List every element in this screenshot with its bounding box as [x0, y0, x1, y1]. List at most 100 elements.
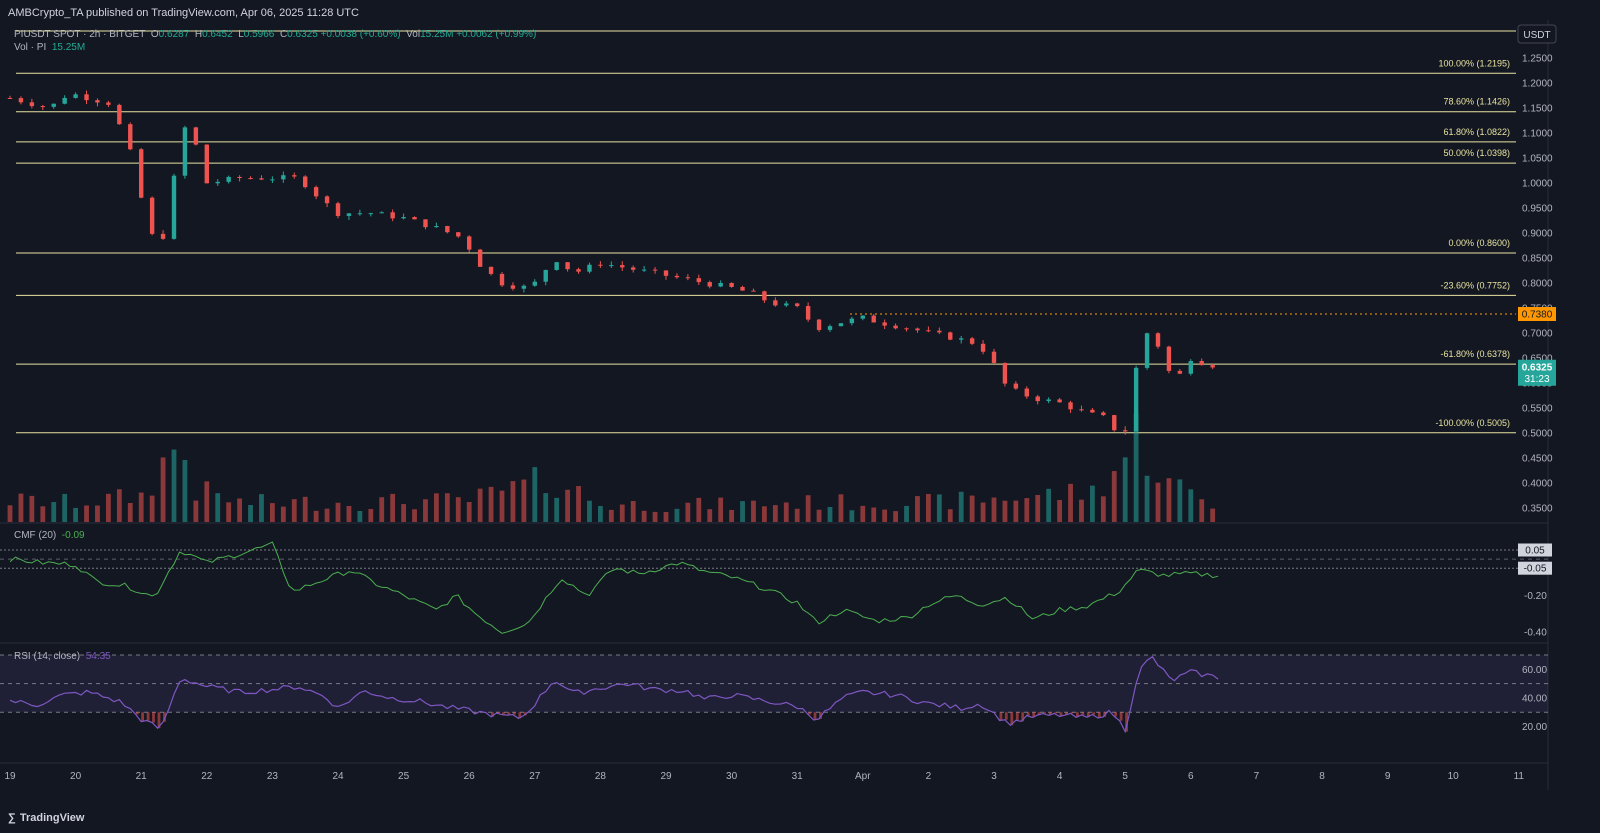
- price-tick-label: 1.1000: [1522, 129, 1553, 140]
- volume-bar: [248, 504, 253, 522]
- volume-bar: [466, 502, 472, 522]
- rsi-tick-label: 20.00: [1522, 722, 1547, 733]
- candle-body: [762, 291, 767, 301]
- candle-body: [980, 343, 986, 352]
- volume-bar: [1057, 500, 1062, 522]
- cmf-level-tag: -0.05: [1524, 564, 1547, 575]
- volume-bar: [729, 509, 734, 522]
- candle-countdown: 31:23: [1524, 374, 1549, 385]
- volume-bar: [674, 508, 680, 522]
- time-tick-label: 7: [1254, 771, 1260, 782]
- candle-body: [1210, 365, 1215, 368]
- vol-pi-value: 15.25M: [51, 42, 86, 53]
- volume-bar: [980, 502, 986, 522]
- time-tick-label: 10: [1448, 771, 1460, 782]
- candle-body: [357, 213, 363, 215]
- volume-bar: [455, 497, 461, 522]
- vol-label: Vol: [406, 29, 421, 40]
- rsi-line: [9, 655, 1219, 734]
- time-tick-label: 6: [1188, 771, 1194, 782]
- candle-body: [193, 127, 199, 145]
- marked-level-tag-box: [1518, 307, 1556, 321]
- publish-caption: AMBCrypto_TA published on TradingView.co…: [8, 7, 359, 19]
- close-label: C: [279, 29, 288, 40]
- volume-bar: [1046, 488, 1052, 522]
- candle-body: [718, 282, 723, 287]
- volume-bar: [368, 508, 374, 522]
- rsi-label: RSI (14, close): [14, 651, 81, 662]
- price-axis-group: 1.2500 1.2000 1.1500 1.1000 1.0500 1.0000 0.95…: [1522, 54, 1553, 734]
- volume-bar: [751, 500, 756, 522]
- cmf-line: [9, 541, 1219, 634]
- cmf-group: [0, 541, 1548, 634]
- candle-body: [335, 203, 341, 216]
- volume-bar: [106, 493, 111, 522]
- candle-body: [1057, 399, 1062, 403]
- price-tick-label: 1.0500: [1522, 154, 1553, 165]
- candle-body: [467, 236, 472, 250]
- cmf-level-tag-box: [1518, 543, 1552, 557]
- candle-body: [674, 275, 680, 278]
- candle-body: [401, 217, 406, 219]
- volume-bar: [510, 481, 516, 522]
- time-tick-label: 9: [1385, 771, 1391, 782]
- rsi-value: 54.35: [85, 651, 111, 662]
- volume-bar: [379, 497, 385, 522]
- volume-bar: [1068, 483, 1073, 522]
- time-axis-group: 19 20 21 22 23 24 25 26 27 28 29 30 31 Apr 2 3 4 5 6 7 8 9 10 1…: [4, 771, 1524, 782]
- candle-body: [7, 98, 13, 99]
- volume-bar: [882, 509, 888, 522]
- candle-body: [587, 264, 592, 272]
- candle-body: [488, 266, 494, 274]
- fib-level-label: 0.00% (0.8600): [1448, 238, 1510, 248]
- volume-bar: [576, 486, 581, 522]
- volume-bar: [565, 489, 570, 522]
- volume-bar: [149, 495, 155, 522]
- volume-bar: [215, 493, 221, 522]
- cmf-level-tag: 0.05: [1525, 546, 1545, 557]
- volume-bar: [608, 509, 614, 522]
- volume-bar: [663, 511, 669, 522]
- volume-bar: [160, 457, 166, 522]
- volume-bar: [598, 505, 603, 522]
- fib-level-label: 61.80% (1.0822): [1443, 127, 1510, 137]
- cmf-level-tag-box: [1518, 561, 1552, 575]
- tradingview-logo[interactable]: ∑ TradingView: [8, 812, 84, 824]
- volume-bar: [237, 498, 242, 522]
- price-tick-label: 1.0000: [1522, 179, 1553, 190]
- candle-body: [477, 249, 483, 267]
- candle-body: [598, 264, 603, 266]
- candle-body: [423, 219, 428, 228]
- volume-bar: [991, 497, 997, 522]
- candle-body: [1112, 415, 1117, 431]
- time-tick-label: 20: [70, 771, 82, 782]
- time-tick-label: 23: [267, 771, 279, 782]
- volume-bar: [685, 502, 691, 522]
- candle-body: [915, 328, 920, 331]
- last-price-tag-box: [1518, 359, 1556, 386]
- candles-group: [7, 90, 1215, 435]
- volume-bar: [291, 499, 297, 522]
- candle-body: [816, 319, 822, 330]
- volume-bar: [357, 510, 363, 522]
- candle-body: [1133, 367, 1139, 432]
- candle-body: [532, 281, 537, 286]
- time-tick-label: 30: [726, 771, 738, 782]
- volume-bar: [7, 505, 13, 522]
- candle-body: [784, 303, 789, 306]
- candle-body: [751, 290, 756, 292]
- candle-body: [565, 262, 570, 270]
- time-tick-label: 28: [595, 771, 607, 782]
- candle-body: [609, 265, 614, 267]
- fib-levels-group: 100.00% (1.2195) 78.60% (1.1426) 61.80% (1…: [16, 30, 1516, 434]
- volume-bar: [1133, 413, 1139, 522]
- cmf-value: -0.09: [61, 530, 85, 541]
- volume-bar: [532, 467, 538, 522]
- candle-body: [434, 226, 439, 228]
- candle-body: [171, 175, 177, 239]
- cmf-legend: CMF (20) -0.09: [14, 530, 85, 541]
- candle-body: [641, 269, 647, 271]
- volume-bar: [772, 505, 778, 522]
- rsi-tick-label: 60.00: [1522, 665, 1547, 676]
